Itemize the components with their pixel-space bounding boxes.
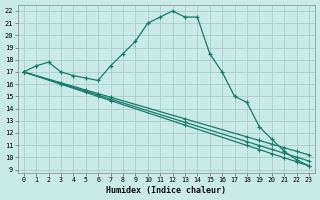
X-axis label: Humidex (Indice chaleur): Humidex (Indice chaleur) [106,186,226,195]
